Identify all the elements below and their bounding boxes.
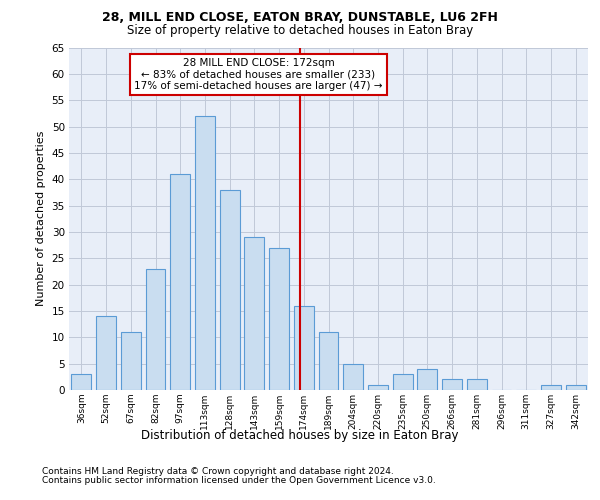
Bar [343, 364, 363, 390]
Bar [269, 248, 289, 390]
Bar [319, 332, 338, 390]
Bar [244, 237, 264, 390]
Bar [467, 380, 487, 390]
Text: 28 MILL END CLOSE: 172sqm
← 83% of detached houses are smaller (233)
17% of semi: 28 MILL END CLOSE: 172sqm ← 83% of detac… [134, 58, 383, 91]
Bar [368, 384, 388, 390]
Y-axis label: Number of detached properties: Number of detached properties [36, 131, 46, 306]
Bar [71, 374, 91, 390]
Bar [566, 384, 586, 390]
Bar [220, 190, 239, 390]
Bar [442, 380, 462, 390]
Text: Contains HM Land Registry data © Crown copyright and database right 2024.: Contains HM Land Registry data © Crown c… [42, 467, 394, 476]
Bar [418, 369, 437, 390]
Bar [146, 269, 166, 390]
Text: Distribution of detached houses by size in Eaton Bray: Distribution of detached houses by size … [141, 430, 459, 442]
Bar [170, 174, 190, 390]
Text: Contains public sector information licensed under the Open Government Licence v3: Contains public sector information licen… [42, 476, 436, 485]
Bar [541, 384, 561, 390]
Text: Size of property relative to detached houses in Eaton Bray: Size of property relative to detached ho… [127, 24, 473, 37]
Bar [96, 316, 116, 390]
Bar [393, 374, 413, 390]
Text: 28, MILL END CLOSE, EATON BRAY, DUNSTABLE, LU6 2FH: 28, MILL END CLOSE, EATON BRAY, DUNSTABL… [102, 11, 498, 24]
Bar [195, 116, 215, 390]
Bar [294, 306, 314, 390]
Bar [121, 332, 140, 390]
